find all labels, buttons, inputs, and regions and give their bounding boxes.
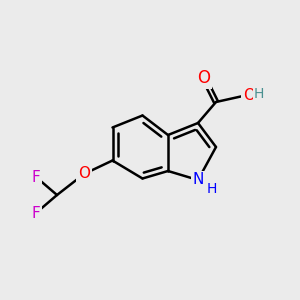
- Text: F: F: [32, 206, 40, 220]
- Text: O: O: [197, 69, 211, 87]
- Text: O: O: [243, 88, 255, 104]
- Text: O: O: [78, 167, 90, 182]
- Text: H: H: [254, 88, 264, 101]
- Text: H: H: [207, 182, 217, 196]
- Text: N: N: [192, 172, 204, 188]
- Text: F: F: [32, 169, 40, 184]
